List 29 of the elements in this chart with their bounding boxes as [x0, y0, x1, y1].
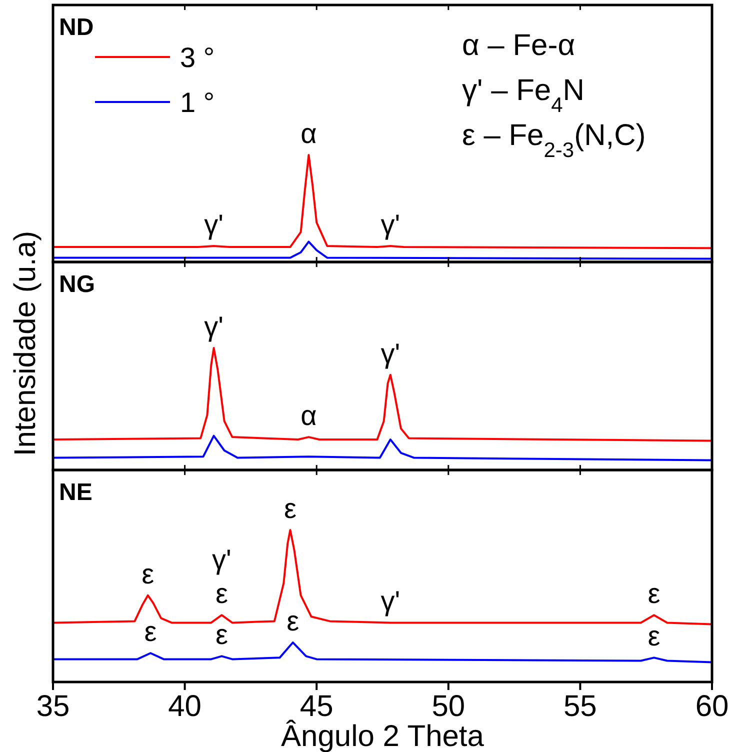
text: γ' – Fe$_{4}$N — [462, 74, 584, 116]
annotation: γ' — [204, 208, 224, 240]
chart-title: ND — [59, 14, 94, 41]
annotation: ε — [215, 578, 228, 610]
annotation: ε – Fe$_{2-3}$(N,C) — [462, 119, 646, 162]
annotation: ε — [286, 605, 300, 636]
y-axis-title: Intensidade (u.a) — [9, 230, 42, 456]
annotation: γ' — [212, 544, 232, 576]
legend-label: 3 ° — [180, 42, 215, 73]
x-tick-label: 55 — [564, 690, 597, 723]
annotation: ε — [142, 558, 154, 590]
chart-title: NE — [59, 479, 92, 506]
x-tick-label: 35 — [36, 690, 70, 723]
annotation: γ' — [380, 586, 400, 617]
chart-title: NG — [59, 271, 95, 298]
annotation: α — [300, 400, 317, 432]
annotation: α — [300, 118, 317, 149]
legend-label: 1 ° — [180, 87, 215, 118]
text: α – Fe-α — [462, 29, 576, 62]
annotation: ε — [215, 619, 228, 650]
annotation: ε — [648, 620, 660, 652]
x-tick-label: 60 — [695, 690, 729, 723]
annotation: γ' — [380, 208, 400, 240]
annotation: γ' — [380, 338, 400, 369]
annotation: ε — [648, 578, 660, 610]
annotation: ε — [284, 493, 296, 524]
annotation: ε — [144, 616, 157, 648]
annotation: γ' — [204, 311, 224, 342]
x-tick-label: 40 — [168, 690, 202, 723]
